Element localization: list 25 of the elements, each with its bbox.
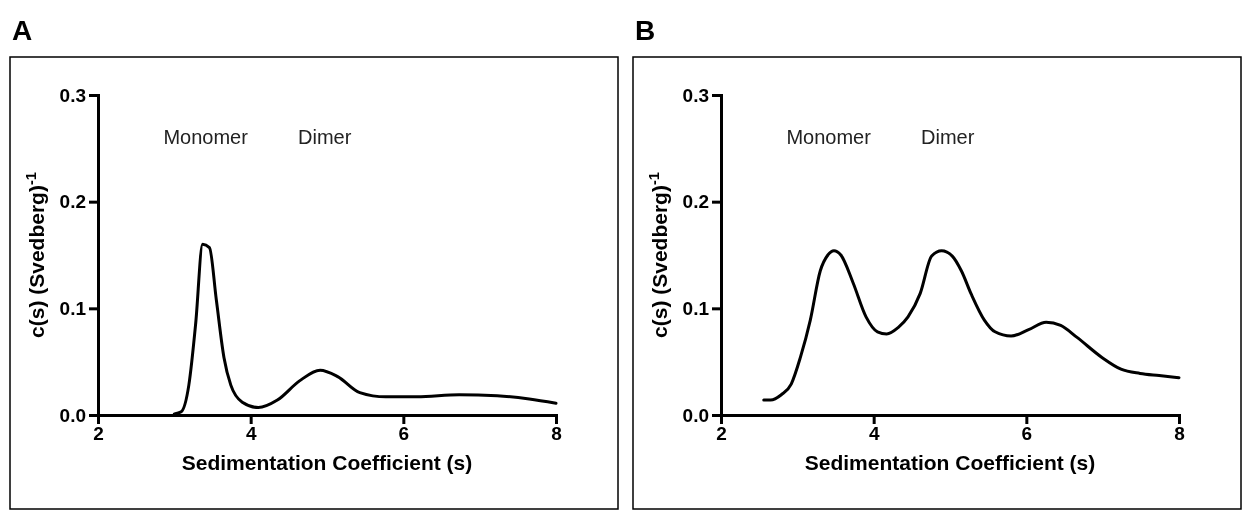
x-axis-title: Sedimentation Coefficient (s) [181, 451, 473, 474]
annotation: Dimer [298, 126, 352, 149]
y-tick-label: 0.3 [682, 84, 709, 106]
annotation: Dimer [921, 126, 975, 149]
x-tick-label: 8 [1174, 423, 1185, 445]
x-tick-label: 2 [716, 423, 727, 445]
y-tick-label: 0.1 [682, 297, 710, 319]
y-tick-label: 0.1 [59, 297, 87, 319]
annotation: Monomer [786, 126, 872, 149]
line-series [762, 249, 1181, 402]
x-tick-label: 6 [1021, 423, 1033, 445]
annotation: Monomer [163, 126, 249, 149]
y-tick-label: 0.2 [59, 191, 86, 213]
y-tick-label: 0.0 [59, 404, 86, 426]
chart-title: A [12, 15, 33, 46]
x-tick-label: 4 [245, 423, 257, 445]
x-tick-label: 2 [93, 423, 104, 445]
x-axis-title: Sedimentation Coefficient (s) [804, 451, 1096, 474]
x-tick-label: 8 [551, 423, 562, 445]
y-tick-label: 0.2 [682, 191, 709, 213]
y-tick-label: 0.3 [59, 84, 86, 106]
x-tick-label: 6 [398, 423, 410, 445]
y-tick-label: 0.0 [682, 404, 709, 426]
x-tick-label: 4 [868, 423, 880, 445]
chart-title: B [635, 15, 656, 46]
